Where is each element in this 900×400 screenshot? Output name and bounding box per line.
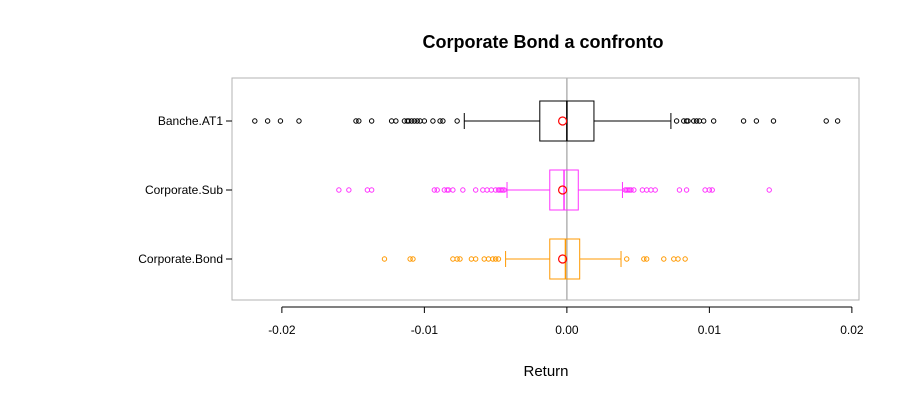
outlier-point [648, 187, 654, 193]
outlier-point [643, 187, 650, 193]
outlier-point [460, 187, 466, 193]
outlier-point [628, 187, 634, 193]
outlier-point [766, 187, 772, 193]
outlier-point [414, 118, 420, 124]
outlier-point [480, 187, 486, 193]
outlier-point [675, 256, 681, 262]
outlier-point [834, 118, 841, 124]
outlier-point [381, 256, 388, 262]
outlier-point [364, 187, 371, 193]
outlier-point [696, 118, 703, 124]
outlier-point [495, 256, 502, 262]
x-tick-label: 0.01 [698, 323, 722, 337]
outlier-point [691, 118, 697, 124]
outlier-point [484, 187, 490, 193]
x-tick-label: 0.00 [555, 323, 579, 337]
outlier-point [492, 256, 499, 262]
outlier-point [661, 256, 667, 262]
outlier-point [264, 118, 271, 124]
outlier-point [693, 118, 700, 124]
y-tick-label: Banche.AT1 [158, 114, 223, 128]
outlier-point [706, 187, 713, 193]
outlier-point [277, 118, 284, 124]
outlier-point [472, 256, 479, 262]
outlier-point [356, 118, 362, 124]
outlier-point [431, 187, 438, 193]
outlier-point [417, 118, 423, 124]
boxplot-corporate-sub [336, 169, 772, 211]
outlier-point [368, 187, 375, 193]
mean-marker [557, 254, 568, 264]
outlier-point [641, 256, 647, 262]
outlier-point [740, 118, 747, 124]
outlier-point [682, 256, 688, 262]
outlier-point [411, 118, 418, 124]
mean-marker [557, 185, 568, 195]
chart-title: Corporate Bond a confronto [423, 32, 664, 52]
outlier-point [823, 118, 829, 124]
outlier-point [631, 187, 637, 193]
outlier-point [709, 187, 715, 193]
outlier-point [490, 256, 496, 262]
outlier-point [406, 118, 412, 124]
outlier-point [336, 187, 342, 193]
outlier-point [408, 118, 415, 124]
outlier-point [346, 187, 352, 193]
outlier-point [501, 187, 507, 193]
boxplot-banche-at1 [252, 100, 841, 142]
x-tick-label: -0.02 [268, 323, 296, 337]
outlier-point [652, 187, 658, 193]
boxplot-corporate-bond [381, 238, 688, 280]
outlier-point [388, 118, 395, 124]
outlier-point [368, 118, 375, 124]
outlier-point [252, 118, 258, 124]
outlier-point [450, 256, 456, 262]
outlier-point [481, 256, 487, 262]
outlier-point [700, 118, 707, 124]
outlier-point [393, 118, 399, 124]
y-tick-label: Corporate.Sub [145, 183, 223, 197]
outlier-point [472, 187, 479, 193]
outlier-point [643, 256, 650, 262]
outlier-point [434, 187, 440, 193]
outlier-point [440, 118, 446, 124]
outlier-point [702, 187, 708, 193]
outlier-point [410, 256, 416, 262]
outlier-point [685, 118, 691, 124]
outlier-point [710, 118, 717, 124]
outlier-point [454, 256, 460, 262]
outlier-point [639, 187, 646, 193]
outlier-point [457, 256, 463, 262]
plot-frame [231, 77, 860, 301]
outlier-point [468, 256, 475, 262]
mean-marker [557, 116, 568, 126]
outlier-point [770, 118, 777, 124]
outlier-point [753, 118, 760, 124]
outlier-point [485, 256, 492, 262]
outlier-point [673, 118, 680, 124]
outlier-point [407, 256, 413, 262]
outlier-point [676, 187, 683, 193]
x-tick-label: 0.02 [840, 323, 864, 337]
x-tick-label: -0.01 [411, 323, 439, 337]
outlier-point [296, 118, 302, 124]
outlier-point [624, 256, 630, 262]
y-tick-label: Corporate.Bond [138, 252, 223, 266]
outlier-point [421, 118, 428, 124]
outlier-point [430, 118, 436, 124]
outlier-point [450, 187, 456, 193]
outlier-point [454, 118, 460, 124]
outlier-point [353, 118, 359, 124]
outlier-point [671, 256, 677, 262]
outlier-point [683, 187, 690, 193]
outlier-point [488, 187, 495, 193]
x-axis-label: Return [523, 363, 568, 380]
outlier-point [437, 118, 443, 124]
